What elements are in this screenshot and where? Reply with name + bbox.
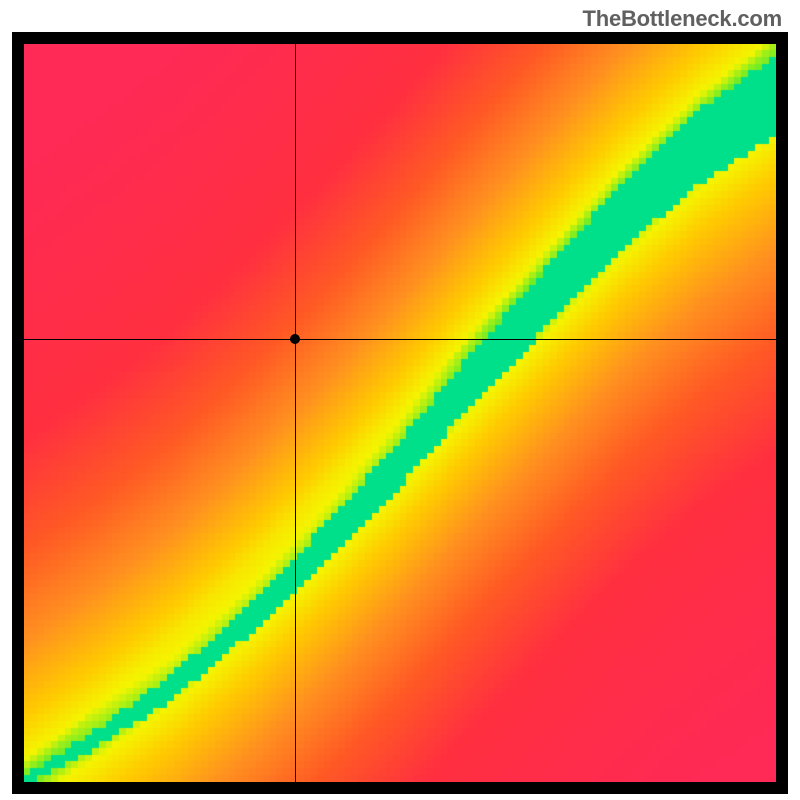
heatmap-plot bbox=[24, 44, 776, 782]
crosshair-horizontal bbox=[24, 339, 776, 340]
watermark-text: TheBottleneck.com bbox=[582, 6, 782, 32]
heatmap-canvas bbox=[24, 44, 776, 782]
heatmap-frame bbox=[12, 32, 788, 794]
crosshair-vertical bbox=[295, 44, 296, 782]
crosshair-point bbox=[290, 334, 300, 344]
